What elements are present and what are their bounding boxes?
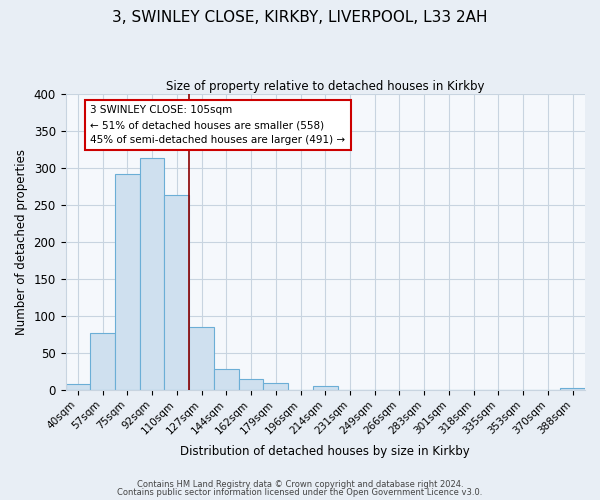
Text: Contains HM Land Registry data © Crown copyright and database right 2024.: Contains HM Land Registry data © Crown c… [137, 480, 463, 489]
X-axis label: Distribution of detached houses by size in Kirkby: Distribution of detached houses by size … [181, 444, 470, 458]
Text: 3, SWINLEY CLOSE, KIRKBY, LIVERPOOL, L33 2AH: 3, SWINLEY CLOSE, KIRKBY, LIVERPOOL, L33… [112, 10, 488, 25]
Bar [90, 334, 115, 390]
Bar [65, 384, 90, 390]
Text: 3 SWINLEY CLOSE: 105sqm
← 51% of detached houses are smaller (558)
45% of semi-d: 3 SWINLEY CLOSE: 105sqm ← 51% of detache… [90, 105, 346, 145]
Bar [189, 327, 214, 390]
Bar [140, 158, 164, 390]
Bar [263, 383, 288, 390]
Bar [214, 369, 239, 390]
Bar [560, 388, 585, 390]
Title: Size of property relative to detached houses in Kirkby: Size of property relative to detached ho… [166, 80, 485, 93]
Bar [164, 194, 189, 390]
Text: Contains public sector information licensed under the Open Government Licence v3: Contains public sector information licen… [118, 488, 482, 497]
Bar [115, 174, 140, 390]
Bar [313, 386, 338, 390]
Bar [239, 378, 263, 390]
Y-axis label: Number of detached properties: Number of detached properties [15, 149, 28, 335]
